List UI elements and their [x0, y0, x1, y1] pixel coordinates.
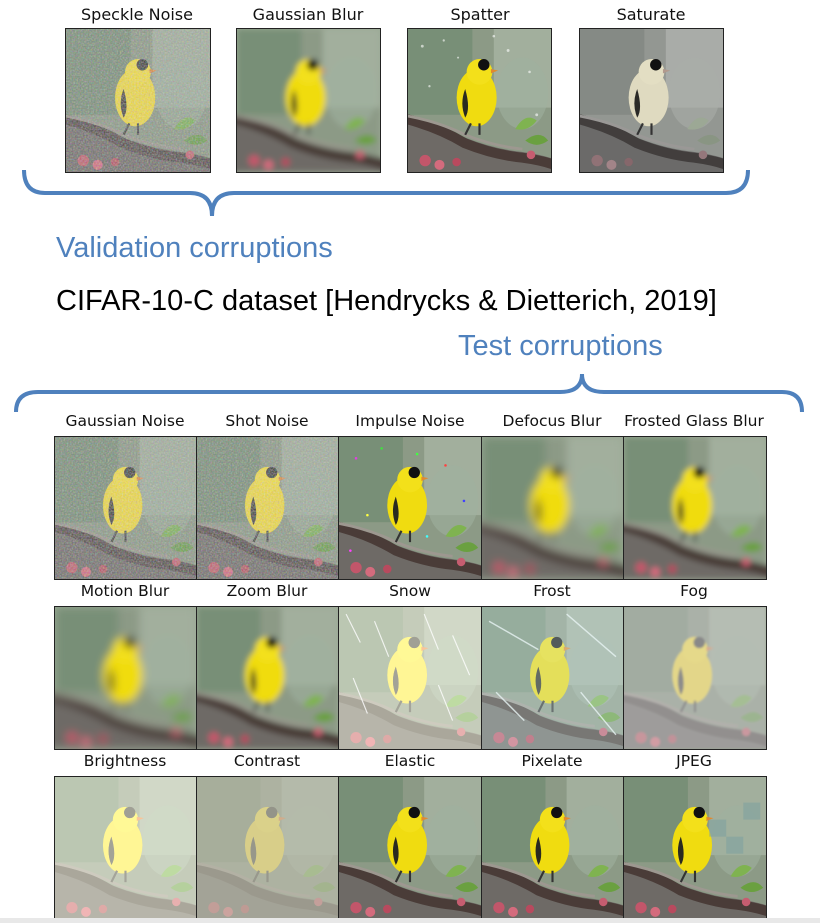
test-label-fog: Fog [680, 582, 708, 600]
image-zoom-blur [196, 606, 339, 750]
test-label-frosted-glass-blur: Frosted Glass Blur [624, 412, 764, 430]
image-jpeg [623, 776, 767, 920]
test-label-elastic: Elastic [384, 752, 436, 770]
test-label-frost: Frost [533, 582, 571, 600]
validation-label-speckle-noise: Speckle Noise [81, 5, 193, 24]
image-motion-blur [54, 606, 197, 750]
test-label-shot-noise: Shot Noise [225, 412, 309, 430]
test-label-gaussian-noise: Gaussian Noise [65, 412, 185, 430]
test-label-motion-blur: Motion Blur [80, 582, 170, 600]
test-label-jpeg: JPEG [676, 752, 712, 770]
image-speckle-noise [65, 28, 211, 173]
image-frosted-glass-blur [623, 436, 767, 580]
image-contrast [196, 776, 339, 920]
test-label-snow: Snow [389, 582, 431, 600]
test-label-brightness: Brightness [83, 752, 167, 770]
test-label-pixelate: Pixelate [521, 752, 583, 770]
validation-label-gaussian-blur: Gaussian Blur [252, 5, 364, 24]
validation-label-spatter: Spatter [450, 5, 510, 24]
image-gaussian-blur [236, 28, 381, 173]
image-spatter [407, 28, 552, 173]
bottom-scrollbar-strip [0, 918, 820, 923]
image-shot-noise [196, 436, 339, 580]
test-heading: Test corruptions [458, 330, 663, 362]
validation-label-saturate: Saturate [616, 5, 686, 24]
image-saturate [579, 28, 724, 173]
test-label-defocus-blur: Defocus Blur [502, 412, 602, 430]
validation-heading: Validation corruptions [56, 232, 333, 264]
image-impulse-noise [338, 436, 482, 580]
image-snow [338, 606, 482, 750]
dataset-title: CIFAR-10-C dataset [Hendrycks & Dietteri… [56, 285, 717, 317]
test-label-zoom-blur: Zoom Blur [226, 582, 308, 600]
image-fog [623, 606, 767, 750]
image-defocus-blur [481, 436, 624, 580]
image-frost [481, 606, 624, 750]
image-elastic [338, 776, 482, 920]
image-pixelate [481, 776, 624, 920]
image-brightness [54, 776, 197, 920]
test-label-impulse-noise: Impulse Noise [355, 412, 465, 430]
image-gaussian-noise [54, 436, 197, 580]
test-label-contrast: Contrast [233, 752, 301, 770]
